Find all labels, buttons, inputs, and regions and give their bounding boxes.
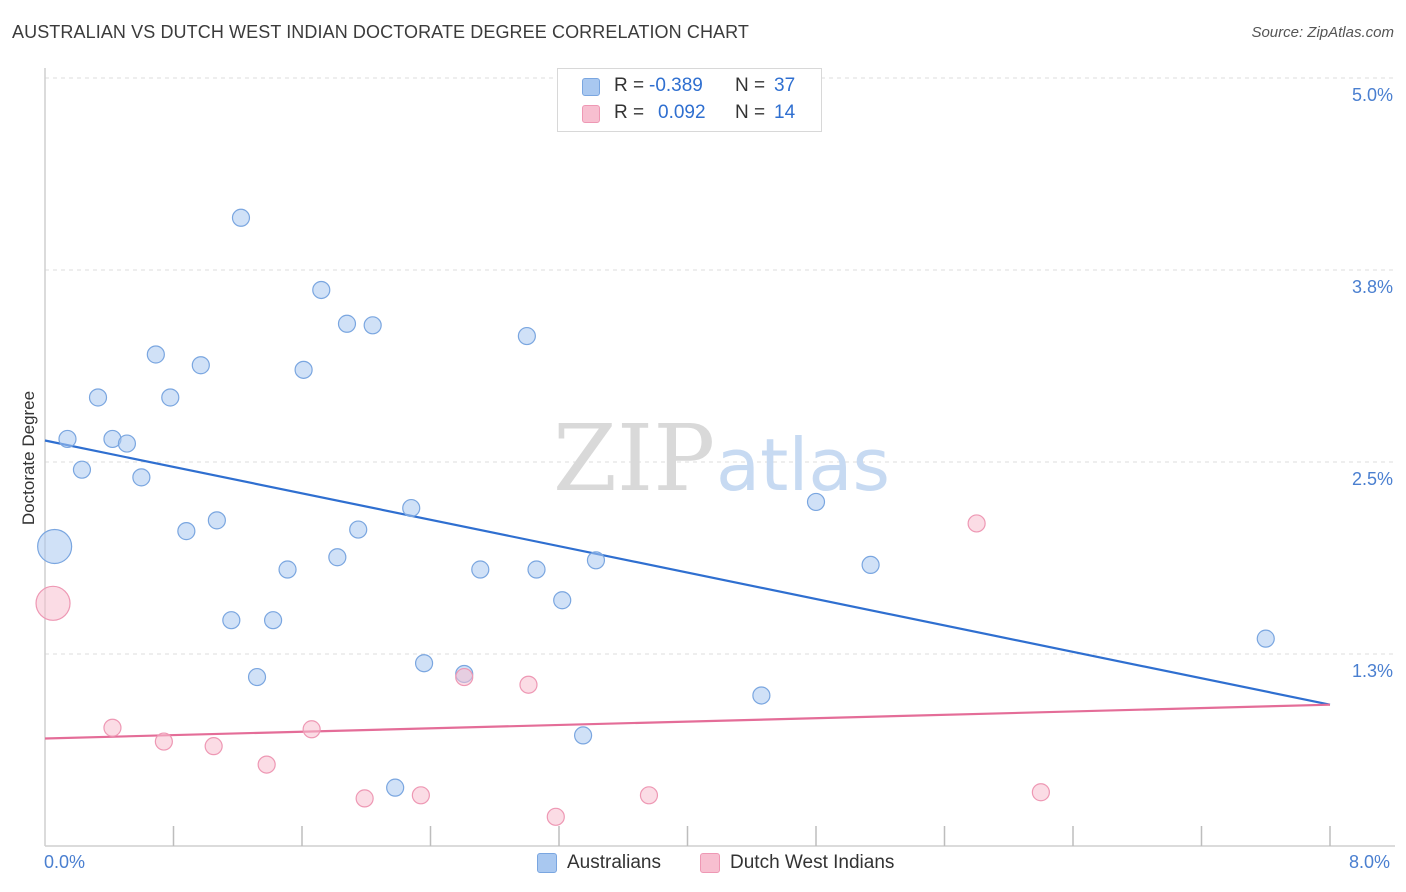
point-australians bbox=[573, 726, 593, 745]
y-tick-label: 5.0% bbox=[1352, 85, 1393, 105]
axes bbox=[44, 68, 1395, 847]
legend-swatch-dutch-west-indians bbox=[582, 105, 600, 123]
y-axis-label: Doctorate Degree bbox=[19, 391, 38, 525]
point-dutch-west-indians bbox=[35, 585, 71, 621]
x-tick-label-max: 8.0% bbox=[1349, 852, 1391, 872]
point-australians bbox=[263, 611, 283, 630]
point-australians bbox=[191, 356, 210, 375]
point-dutch-west-indians bbox=[546, 807, 565, 826]
point-australians bbox=[231, 208, 251, 227]
legend-r-value: -0.389 bbox=[649, 75, 703, 96]
point-australians bbox=[402, 498, 421, 518]
point-australians bbox=[414, 654, 434, 673]
bottom-legend-swatch-dutch-west-indians bbox=[700, 853, 720, 873]
point-australians bbox=[349, 520, 368, 539]
legend-r-label: R = bbox=[614, 102, 645, 123]
point-australians bbox=[278, 560, 297, 579]
point-australians bbox=[363, 316, 382, 335]
point-australians bbox=[752, 686, 771, 705]
x-tick-label-min: 0.0% bbox=[44, 852, 86, 872]
source-credit: Source: ZipAtlas.com bbox=[1251, 24, 1394, 41]
point-australians bbox=[207, 511, 226, 530]
point-dutch-west-indians bbox=[455, 667, 474, 687]
point-australians bbox=[177, 522, 196, 541]
point-australians bbox=[328, 548, 347, 567]
chart-title: AUSTRALIAN VS DUTCH WEST INDIAN DOCTORAT… bbox=[12, 22, 750, 42]
watermark-atlas: atlas bbox=[716, 423, 890, 507]
point-dutch-west-indians bbox=[519, 675, 538, 694]
point-australians bbox=[1256, 629, 1275, 648]
y-tick-label: 3.8% bbox=[1352, 277, 1393, 297]
point-dutch-west-indians bbox=[639, 786, 659, 805]
point-australians bbox=[471, 560, 490, 579]
point-australians bbox=[386, 778, 405, 797]
bottom-legend-label: Australians bbox=[567, 852, 661, 873]
legend-n-label: N = bbox=[735, 102, 766, 123]
legend-n-value: 14 bbox=[774, 102, 796, 123]
point-australians bbox=[312, 280, 331, 300]
trend-lines bbox=[44, 439, 1331, 740]
bottom-legend-label: Dutch West Indians bbox=[730, 852, 895, 873]
stats-legend: R = -0.389 N = 37 R = 0.092 N = 14 bbox=[557, 68, 822, 132]
bottom-legend-swatch-australians bbox=[537, 853, 557, 873]
point-dutch-west-indians bbox=[411, 786, 430, 805]
point-australians bbox=[517, 326, 536, 346]
point-australians bbox=[161, 388, 180, 407]
point-australians bbox=[222, 611, 241, 630]
point-australians bbox=[586, 551, 606, 570]
y-tick-labels: 5.0% 3.8% 2.5% 1.3% bbox=[1352, 85, 1393, 681]
point-australians bbox=[337, 314, 357, 333]
legend-r-value: 0.092 bbox=[658, 102, 706, 123]
point-australians bbox=[527, 560, 546, 579]
watermark: ZIP atlas bbox=[553, 405, 890, 512]
point-australians bbox=[132, 468, 151, 487]
point-dutch-west-indians bbox=[154, 732, 173, 751]
gridlines bbox=[45, 77, 1395, 655]
point-australians bbox=[58, 429, 77, 449]
legend-swatch-australians bbox=[582, 78, 600, 96]
y-tick-label: 1.3% bbox=[1352, 661, 1393, 681]
trend-line-dutch-west-indians bbox=[44, 703, 1331, 740]
legend-n-value: 37 bbox=[774, 75, 796, 96]
y-tick-label: 2.5% bbox=[1352, 469, 1393, 489]
trend-line-australians bbox=[44, 439, 1331, 706]
point-dutch-west-indians bbox=[257, 755, 276, 774]
point-australians bbox=[72, 460, 92, 479]
point-australians bbox=[117, 434, 137, 453]
watermark-zip: ZIP bbox=[553, 405, 715, 512]
point-dutch-west-indians bbox=[302, 720, 321, 739]
point-australians bbox=[247, 667, 267, 687]
point-australians bbox=[861, 555, 880, 575]
point-dutch-west-indians bbox=[103, 718, 122, 737]
legend-r-label: R = bbox=[614, 75, 645, 96]
data-points bbox=[35, 208, 1275, 826]
legend-n-label: N = bbox=[735, 75, 766, 96]
point-australians bbox=[806, 492, 826, 512]
point-australians bbox=[146, 345, 165, 364]
point-dutch-west-indians bbox=[1031, 783, 1050, 802]
point-dutch-west-indians bbox=[967, 514, 986, 533]
point-australians bbox=[88, 388, 108, 407]
point-australians bbox=[553, 591, 572, 610]
point-australians bbox=[294, 360, 313, 379]
point-australians bbox=[37, 528, 73, 565]
point-dutch-west-indians bbox=[204, 737, 223, 756]
point-dutch-west-indians bbox=[355, 789, 374, 808]
